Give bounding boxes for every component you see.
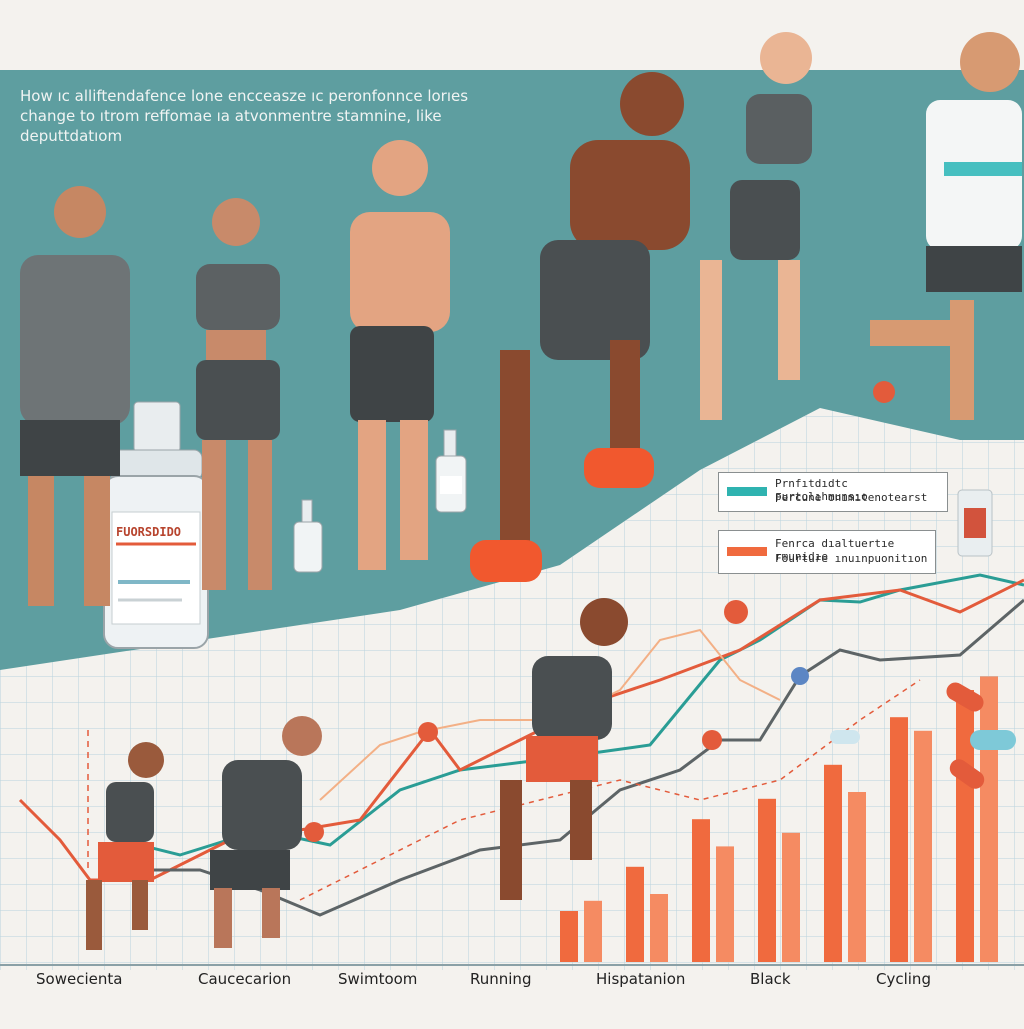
grey-trend-line: [120, 598, 1024, 917]
athlete-figure: [210, 716, 322, 948]
athlete-figure: [20, 186, 130, 606]
page-title: How ıc alliftendafence lone encceasze ıc…: [20, 86, 620, 146]
category-label: Running: [470, 970, 532, 988]
bar: [914, 730, 932, 962]
dashed-red-line: [299, 679, 921, 901]
pill-icons: [830, 489, 1016, 789]
bar: [584, 900, 602, 962]
bar: [758, 798, 776, 962]
data-marker: [724, 600, 748, 624]
bar: [956, 690, 974, 962]
bar: [626, 866, 644, 962]
bottle-label: FUORSDIDO: [116, 525, 181, 539]
athlete-figure: [196, 198, 280, 590]
legend-item: Fenrca dıaltuertıe rmunidıe Fourture ınu…: [718, 530, 936, 574]
bar: [782, 832, 800, 962]
title-line: change to ıtrom reffomae ıa atvonmentre …: [20, 107, 442, 125]
category-label: Black: [750, 970, 791, 988]
bar: [560, 911, 578, 962]
category-label: Hispatanion: [596, 970, 686, 988]
bar: [692, 819, 710, 962]
title-line: How ıc alliftendafence lone encceasze ıc…: [20, 87, 469, 105]
data-marker: [702, 730, 722, 750]
category-label: Sowecienta: [36, 970, 123, 988]
athlete-figure: [350, 140, 450, 570]
legend-label: Prnfıtdıdtc purtolıhmunsıo: [775, 477, 868, 503]
category-label: Swimtoom: [338, 970, 418, 988]
small-bottle: [435, 429, 467, 513]
small-bottle: [293, 499, 323, 573]
athlete-figure: [500, 598, 628, 900]
category-label: Caucecarion: [198, 970, 292, 988]
athlete-figure: [870, 32, 1022, 420]
data-marker: [873, 381, 895, 403]
bar: [650, 894, 668, 962]
bar: [890, 717, 908, 962]
bar: [848, 792, 866, 962]
data-marker: [418, 722, 438, 742]
title-line: deputtdatıom: [20, 127, 123, 145]
athlete-figure: [86, 742, 164, 950]
legend-label: Fercune onımıtenotearst: [775, 491, 928, 504]
legend-item: Prnfıtdıdtc purtolıhmunsıo Fercune onımı…: [718, 472, 948, 512]
athlete-figure: [700, 32, 812, 420]
bar: [716, 846, 734, 962]
bar: [824, 764, 842, 962]
legend-label: Fenrca dıaltuertıe rmunidıe: [775, 537, 895, 563]
legend-swatch: [727, 487, 767, 496]
athlete-figure: [470, 72, 690, 582]
legend-label: Fourture ınuınpuonitıon: [775, 552, 928, 565]
data-marker: [791, 667, 809, 685]
data-marker: [304, 822, 324, 842]
legend-swatch: [727, 547, 767, 556]
bar: [980, 676, 998, 962]
category-label: Cycling: [876, 970, 931, 988]
medicine-bottle: FUORSDIDO: [103, 401, 209, 649]
